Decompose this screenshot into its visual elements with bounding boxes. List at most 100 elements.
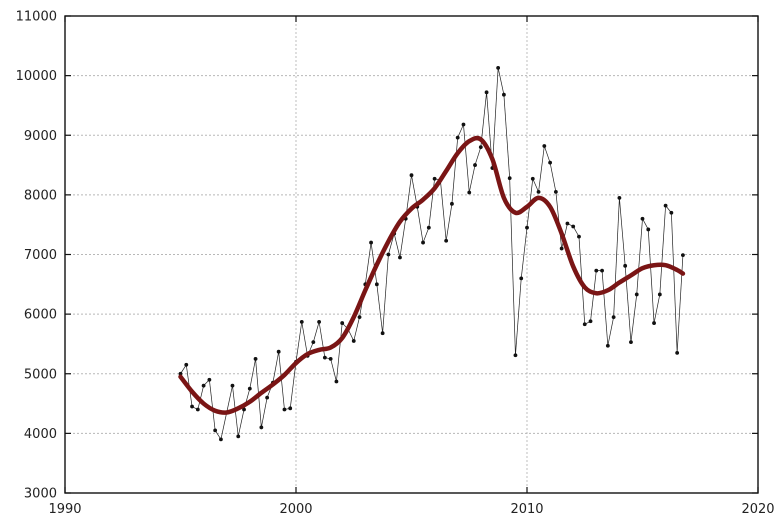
raw-data-point <box>657 292 662 297</box>
x-tick-label: 2000 <box>279 502 312 517</box>
y-tick-label: 9000 <box>24 129 57 144</box>
raw-data-point <box>605 343 610 348</box>
raw-line-segment <box>237 409 245 437</box>
raw-line-segment <box>497 67 505 95</box>
raw-line-segment <box>619 197 626 266</box>
raw-data-point <box>600 268 604 273</box>
raw-line-segment <box>278 351 285 410</box>
raw-data-point <box>588 319 593 324</box>
raw-data-point <box>594 268 599 273</box>
raw-line-segment <box>468 164 476 193</box>
raw-data-point <box>646 227 651 232</box>
raw-line-segment <box>364 242 372 285</box>
raw-data-point <box>611 315 616 320</box>
raw-line-segment <box>261 397 268 428</box>
raw-data-point <box>467 190 472 195</box>
raw-line-segment <box>509 178 516 356</box>
y-tick-label: 4000 <box>24 427 57 442</box>
raw-data-point <box>207 377 212 382</box>
raw-data-point <box>681 253 685 257</box>
raw-line-segment <box>249 358 256 389</box>
raw-data-point <box>276 349 281 354</box>
raw-line-segment <box>549 162 557 192</box>
raw-data-point <box>421 240 425 245</box>
raw-data-point <box>629 340 633 345</box>
raw-line-segment <box>474 147 482 166</box>
raw-series <box>178 65 685 442</box>
raw-line-segment <box>295 321 303 362</box>
raw-line-segment <box>330 358 337 382</box>
raw-line-segment <box>671 212 678 353</box>
x-tick-label: 2020 <box>741 502 774 517</box>
raw-data-point <box>201 383 206 388</box>
raw-line-segment <box>422 227 430 243</box>
raw-data-point <box>484 90 489 95</box>
raw-data-point <box>461 122 466 127</box>
y-tick-label: 7000 <box>24 248 57 263</box>
raw-data-point <box>536 189 541 194</box>
raw-line-segment <box>318 321 326 358</box>
raw-line-segment <box>543 145 551 163</box>
raw-data-point <box>530 176 535 181</box>
y-tick-label: 11000 <box>16 10 57 25</box>
raw-line-segment <box>457 124 464 138</box>
raw-data-point <box>230 383 235 388</box>
raw-line-segment <box>630 294 638 343</box>
raw-line-segment <box>399 218 407 258</box>
x-tick-label: 1990 <box>48 502 81 517</box>
raw-data-point <box>669 210 674 215</box>
raw-data-point <box>502 92 506 97</box>
raw-line-segment <box>572 226 580 237</box>
raw-line-segment <box>370 242 378 285</box>
raw-line-segment <box>289 361 297 409</box>
raw-line-segment <box>353 317 360 342</box>
raw-data-point <box>663 203 668 208</box>
raw-line-segment <box>226 385 233 413</box>
raw-line-segment <box>613 197 620 318</box>
raw-data-point <box>236 434 241 439</box>
raw-data-point <box>398 255 402 260</box>
raw-line-segment <box>301 321 308 356</box>
raw-line-segment <box>209 379 216 431</box>
raw-line-segment <box>492 67 499 169</box>
raw-line-segment <box>538 145 545 192</box>
raw-data-point <box>426 225 431 230</box>
smoothed-series <box>178 135 686 415</box>
raw-data-point <box>369 240 373 245</box>
raw-data-point <box>386 252 391 257</box>
raw-line-segment <box>653 294 661 324</box>
raw-data-point <box>317 319 321 324</box>
raw-data-point <box>340 321 345 325</box>
raw-data-point <box>519 276 524 281</box>
raw-data-point <box>247 386 252 391</box>
raw-data-point <box>328 356 333 361</box>
raw-line-segment <box>463 124 470 193</box>
raw-data-point <box>334 379 339 384</box>
raw-line-segment <box>590 270 597 322</box>
raw-data-point <box>374 282 379 287</box>
raw-data-point <box>380 331 385 336</box>
raw-line-segment <box>336 323 343 382</box>
raw-line-segment <box>607 317 614 346</box>
y-tick-label: 3000 <box>24 487 57 502</box>
raw-data-point <box>409 173 414 178</box>
y-tick-label: 10000 <box>16 69 57 84</box>
raw-data-point <box>513 353 518 358</box>
raw-data-point <box>357 315 362 320</box>
y-tick-label: 8000 <box>24 188 57 203</box>
raw-line-segment <box>416 206 424 243</box>
raw-line-segment <box>659 205 666 295</box>
raw-line-segment <box>515 278 522 356</box>
raw-line-segment <box>642 218 649 230</box>
raw-data-point <box>559 246 564 251</box>
raw-line-segment <box>411 175 418 207</box>
smoothed-trend-line <box>178 135 686 415</box>
raw-data-point <box>265 395 270 400</box>
raw-data-point <box>213 428 218 433</box>
raw-line-segment <box>393 233 401 258</box>
axes: 3000 4000 5000 6000 7000 8000 9000 10000 11000 19… <box>16 10 775 518</box>
plot-frame <box>64 15 759 494</box>
raw-line-segment <box>503 94 511 179</box>
raw-line-segment <box>636 218 643 295</box>
